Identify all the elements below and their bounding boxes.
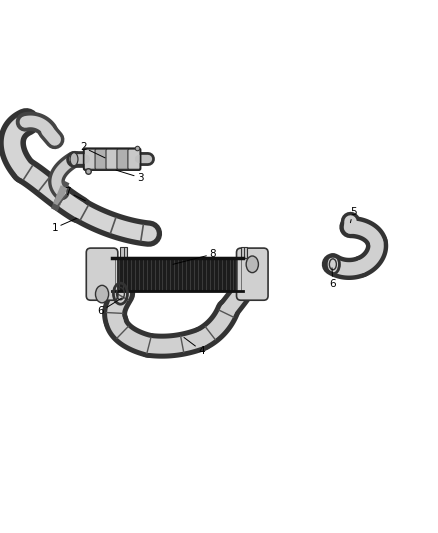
FancyBboxPatch shape [117,149,129,169]
Ellipse shape [95,285,109,303]
Text: 2: 2 [80,142,105,158]
Text: 6: 6 [329,268,336,289]
Ellipse shape [246,256,258,273]
Ellipse shape [70,152,78,166]
FancyBboxPatch shape [128,149,140,169]
Text: 6: 6 [97,298,122,316]
FancyBboxPatch shape [95,149,107,169]
FancyBboxPatch shape [237,248,268,300]
Bar [112,258,243,290]
Bar [241,247,247,258]
FancyBboxPatch shape [86,248,118,300]
FancyBboxPatch shape [84,149,96,169]
Text: 3: 3 [116,170,144,183]
Text: 5: 5 [350,207,357,223]
Text: 7: 7 [64,187,85,201]
Bar [120,247,127,258]
Text: 8: 8 [173,249,216,264]
Text: 4: 4 [184,337,205,356]
Text: 1: 1 [51,219,77,233]
FancyBboxPatch shape [106,149,118,169]
